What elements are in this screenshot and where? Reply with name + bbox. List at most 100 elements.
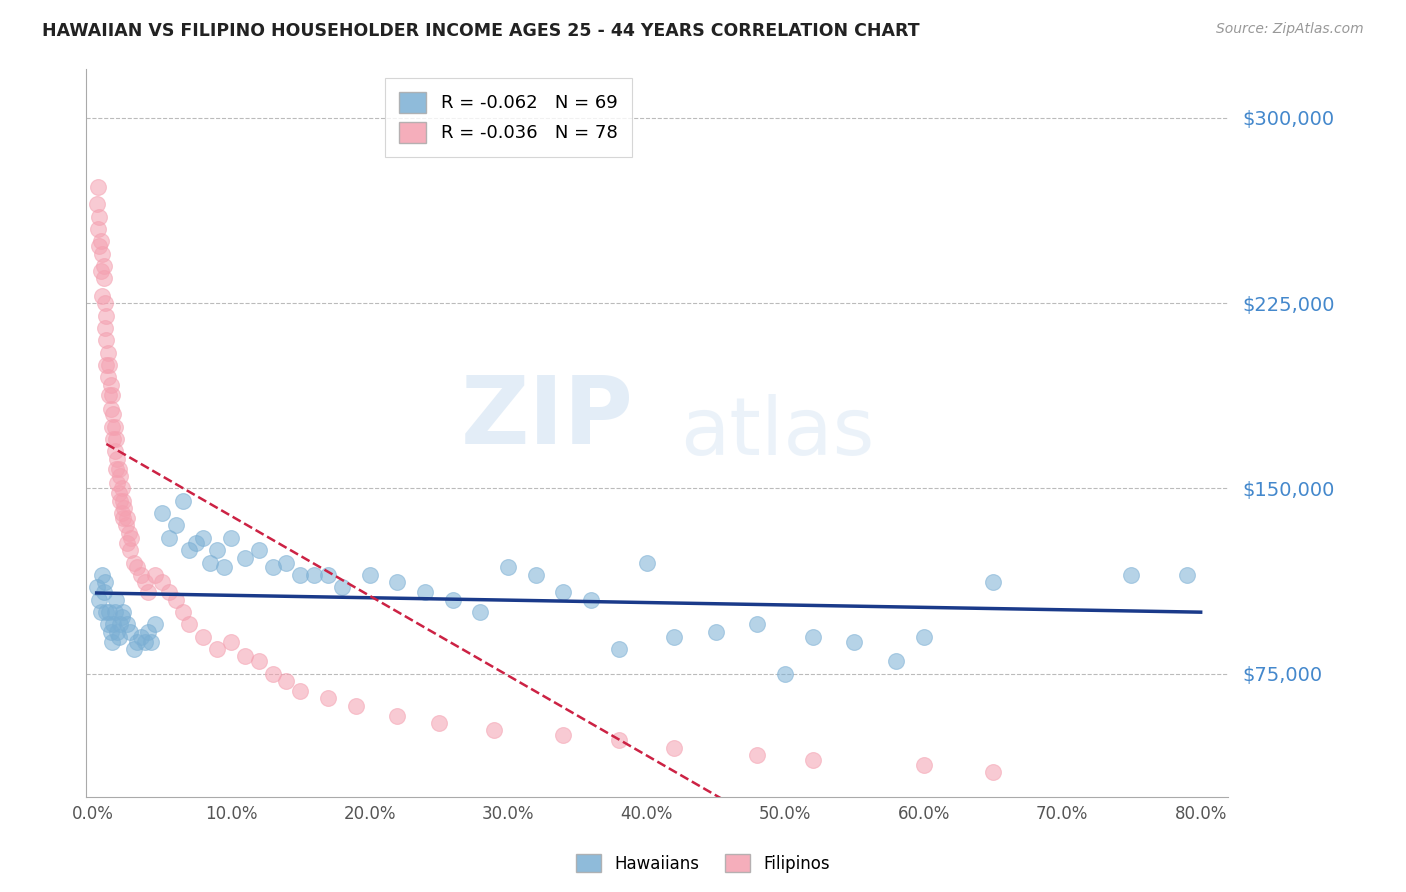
Point — [94, 575, 117, 590]
Point — [91, 567, 114, 582]
Point — [118, 543, 141, 558]
Point — [87, 180, 110, 194]
Point — [912, 758, 935, 772]
Point — [179, 543, 201, 558]
Point — [112, 501, 135, 516]
Point — [205, 543, 228, 558]
Point — [93, 259, 115, 273]
Point — [219, 531, 242, 545]
Point — [100, 624, 122, 639]
Point — [89, 210, 111, 224]
Point — [100, 402, 122, 417]
Point — [193, 531, 215, 545]
Point — [172, 605, 194, 619]
Point — [101, 419, 124, 434]
Point — [387, 575, 409, 590]
Point — [96, 309, 118, 323]
Point — [276, 674, 298, 689]
Point — [103, 407, 125, 421]
Point — [110, 610, 132, 624]
Point — [111, 605, 134, 619]
Point — [125, 560, 148, 574]
Point — [91, 289, 114, 303]
Point — [93, 585, 115, 599]
Point — [136, 624, 159, 639]
Point — [165, 592, 187, 607]
Text: Source: ZipAtlas.com: Source: ZipAtlas.com — [1216, 22, 1364, 37]
Point — [484, 723, 506, 738]
Point — [120, 531, 142, 545]
Text: atlas: atlas — [681, 394, 875, 472]
Point — [193, 630, 215, 644]
Point — [150, 575, 173, 590]
Point — [100, 377, 122, 392]
Point — [359, 567, 381, 582]
Point — [115, 617, 138, 632]
Point — [884, 654, 907, 668]
Point — [247, 543, 270, 558]
Point — [290, 684, 312, 698]
Point — [912, 630, 935, 644]
Text: ZIP: ZIP — [461, 372, 634, 464]
Point — [247, 654, 270, 668]
Point — [94, 296, 117, 310]
Point — [98, 387, 121, 401]
Point — [97, 617, 120, 632]
Point — [165, 518, 187, 533]
Point — [86, 197, 108, 211]
Point — [143, 617, 166, 632]
Legend: R = -0.062   N = 69, R = -0.036   N = 78: R = -0.062 N = 69, R = -0.036 N = 78 — [385, 78, 631, 157]
Point — [262, 666, 284, 681]
Point — [89, 592, 111, 607]
Point — [139, 634, 162, 648]
Point — [91, 246, 114, 260]
Point — [172, 493, 194, 508]
Point — [664, 630, 686, 644]
Point — [105, 592, 128, 607]
Point — [118, 624, 141, 639]
Point — [111, 493, 134, 508]
Point — [302, 567, 325, 582]
Point — [101, 634, 124, 648]
Point — [97, 345, 120, 359]
Point — [105, 432, 128, 446]
Point — [316, 691, 339, 706]
Point — [496, 560, 519, 574]
Point — [111, 511, 134, 525]
Point — [150, 506, 173, 520]
Point — [290, 567, 312, 582]
Point — [110, 506, 132, 520]
Point — [186, 535, 208, 549]
Point — [981, 765, 1004, 780]
Point — [607, 642, 630, 657]
Point — [101, 387, 124, 401]
Point — [205, 642, 228, 657]
Point — [233, 550, 256, 565]
Point — [262, 560, 284, 574]
Point — [90, 235, 112, 249]
Point — [844, 634, 866, 648]
Point — [117, 525, 139, 540]
Point — [107, 451, 129, 466]
Point — [104, 444, 127, 458]
Point — [219, 634, 242, 648]
Point — [470, 605, 492, 619]
Point — [96, 333, 118, 347]
Point — [524, 567, 547, 582]
Text: HAWAIIAN VS FILIPINO HOUSEHOLDER INCOME AGES 25 - 44 YEARS CORRELATION CHART: HAWAIIAN VS FILIPINO HOUSEHOLDER INCOME … — [42, 22, 920, 40]
Point — [110, 482, 132, 496]
Point — [129, 630, 152, 644]
Point — [143, 567, 166, 582]
Point — [90, 264, 112, 278]
Point — [104, 419, 127, 434]
Point — [115, 535, 138, 549]
Point — [105, 461, 128, 475]
Point — [98, 605, 121, 619]
Point — [579, 592, 602, 607]
Point — [212, 560, 235, 574]
Point — [1175, 567, 1198, 582]
Point — [108, 493, 131, 508]
Point — [103, 432, 125, 446]
Point — [316, 567, 339, 582]
Point — [664, 740, 686, 755]
